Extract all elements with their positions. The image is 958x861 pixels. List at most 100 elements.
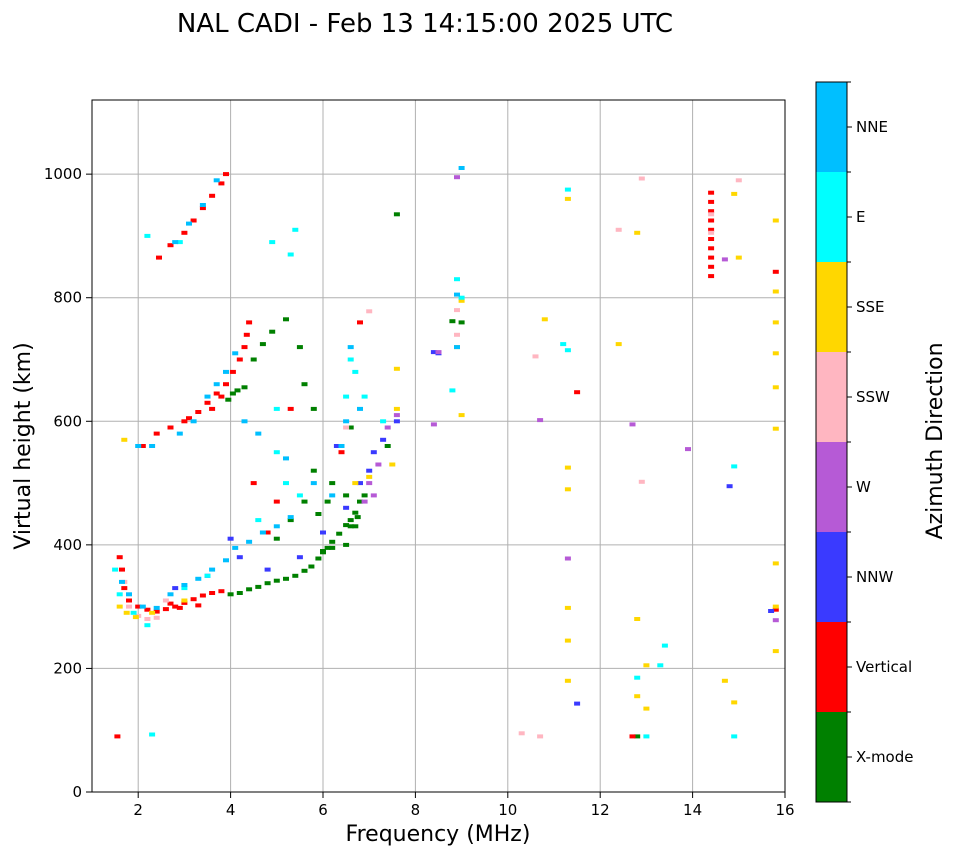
- data-point: [218, 181, 225, 186]
- data-point: [232, 351, 239, 356]
- data-point: [308, 564, 315, 569]
- data-point: [114, 734, 121, 739]
- data-point: [243, 332, 250, 337]
- data-point: [643, 663, 650, 668]
- data-point: [731, 734, 738, 739]
- data-point: [255, 584, 262, 589]
- colorbar-tick-label: SSW: [856, 388, 890, 406]
- data-point: [287, 515, 294, 520]
- colorbar-label: Azimuth Direction: [923, 342, 948, 539]
- data-point: [721, 678, 728, 683]
- colorbar-tick-label: NNW: [856, 568, 893, 586]
- data-point: [246, 587, 253, 592]
- data-point: [273, 524, 280, 529]
- data-point: [336, 531, 343, 536]
- data-point: [708, 212, 715, 217]
- data-point: [149, 732, 156, 737]
- x-axis-label: Frequency (MHz): [346, 822, 531, 847]
- data-point: [615, 342, 622, 347]
- data-point: [301, 382, 308, 387]
- data-point: [352, 524, 359, 529]
- data-point: [130, 610, 137, 615]
- data-point: [708, 218, 715, 223]
- data-point: [156, 255, 162, 260]
- x-tick-label: 6: [318, 801, 328, 819]
- y-tick-label: 600: [53, 412, 82, 430]
- data-point: [229, 369, 236, 374]
- data-point: [283, 317, 289, 322]
- data-point: [772, 561, 779, 566]
- data-point: [454, 277, 460, 282]
- data-point: [354, 515, 361, 520]
- data-point: [366, 474, 373, 479]
- data-point: [560, 342, 567, 347]
- data-point: [181, 419, 188, 424]
- data-point: [167, 592, 174, 597]
- data-point: [273, 450, 280, 455]
- data-point: [213, 178, 220, 183]
- colorbar-tick-label: NNE: [856, 118, 888, 136]
- series-nne: [119, 166, 465, 610]
- data-point: [287, 406, 294, 411]
- data-point: [172, 586, 179, 591]
- data-point: [310, 481, 317, 486]
- data-point: [229, 391, 236, 396]
- data-point: [708, 227, 715, 232]
- data-point: [225, 397, 232, 402]
- data-point: [273, 499, 280, 504]
- data-point: [384, 425, 391, 430]
- data-point: [629, 422, 636, 427]
- data-point: [236, 591, 243, 595]
- data-point: [315, 556, 322, 561]
- data-point: [132, 615, 139, 620]
- data-point: [181, 230, 188, 235]
- data-point: [458, 413, 465, 418]
- data-point: [287, 518, 294, 523]
- data-point: [454, 332, 460, 337]
- colorbar-swatch: [816, 352, 847, 442]
- data-point: [116, 604, 123, 609]
- data-point: [661, 643, 668, 648]
- data-point: [772, 385, 779, 390]
- data-point: [176, 431, 183, 436]
- data-point: [126, 604, 132, 609]
- colorbar: X-mode Vertical NNW W SSW SSE E NNE: [815, 81, 913, 803]
- data-point: [384, 444, 391, 448]
- data-point: [541, 317, 548, 322]
- data-point: [227, 536, 234, 541]
- x-tick-label: 4: [226, 801, 236, 819]
- data-point: [153, 615, 160, 620]
- data-point: [430, 350, 437, 355]
- data-point: [236, 357, 243, 362]
- data-point: [209, 591, 216, 595]
- data-point: [393, 413, 400, 418]
- y-tick-label: 800: [53, 289, 82, 307]
- data-point: [199, 203, 206, 207]
- colorbar-swatch: [816, 532, 847, 622]
- data-point: [273, 406, 280, 411]
- data-point: [772, 289, 779, 294]
- data-point: [213, 391, 220, 396]
- data-point: [449, 388, 456, 393]
- data-point: [172, 240, 179, 245]
- data-point: [537, 734, 544, 739]
- data-point: [708, 237, 715, 241]
- data-point: [195, 410, 202, 414]
- data-point: [296, 555, 303, 560]
- data-point: [144, 607, 151, 612]
- data-point: [347, 518, 354, 523]
- data-point: [223, 172, 229, 177]
- data-point: [343, 542, 350, 547]
- data-point: [343, 419, 350, 424]
- data-point: [338, 450, 345, 455]
- data-point: [144, 617, 151, 621]
- data-point: [634, 675, 641, 680]
- data-point: [167, 601, 174, 606]
- data-point: [292, 573, 299, 578]
- data-point: [135, 444, 142, 448]
- data-point: [532, 354, 539, 359]
- data-point: [343, 523, 350, 528]
- colorbar-swatch: [816, 622, 847, 712]
- data-point: [564, 187, 571, 192]
